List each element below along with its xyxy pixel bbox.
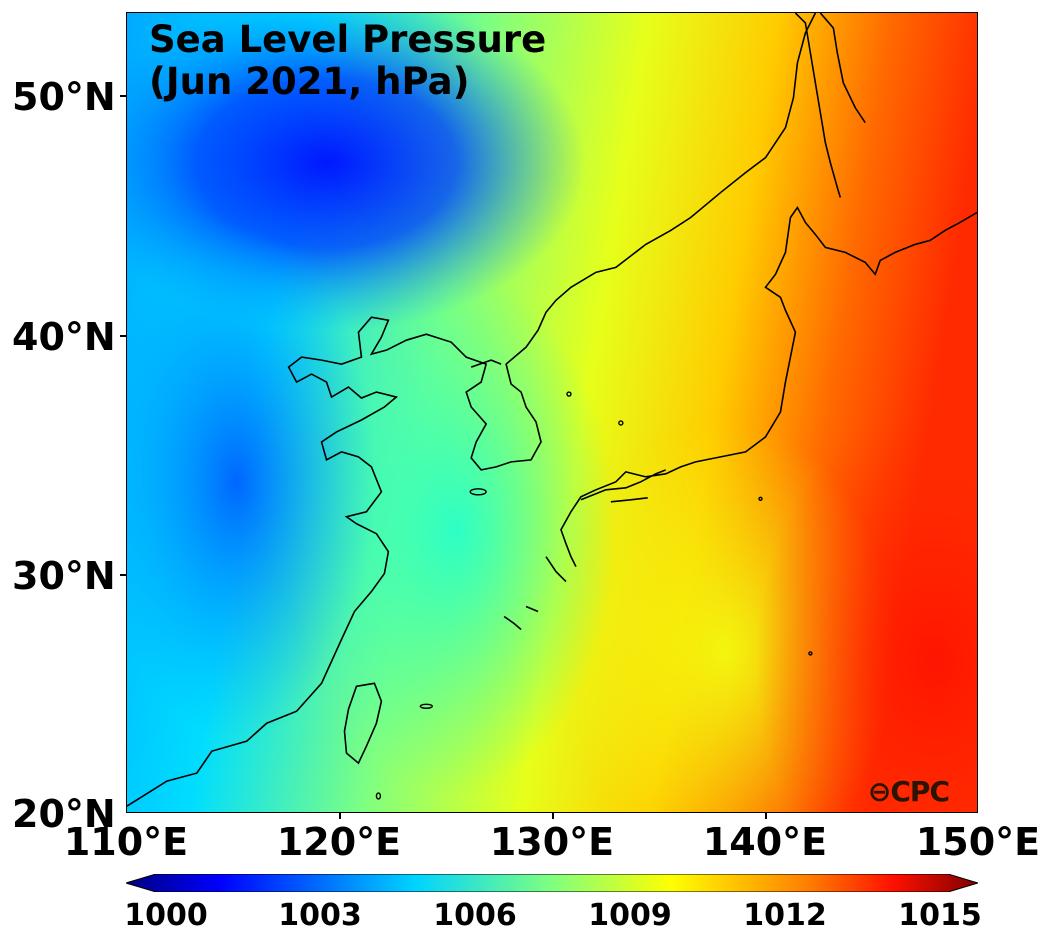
colorbar-label: 1003	[278, 898, 362, 933]
colorbar-label: 1006	[433, 898, 517, 933]
island-dots	[375, 391, 813, 800]
colorbar-label: 1009	[588, 898, 672, 933]
pressure-field	[127, 13, 977, 812]
cpc-logo-mark: ⊖	[867, 775, 891, 808]
map-title: Sea Level Pressure (Jun 2021, hPa)	[149, 18, 547, 103]
lon-tick-150: 150°E	[915, 820, 1041, 864]
lon-tick-130: 130°E	[489, 820, 615, 864]
lon-tick-140: 140°E	[702, 820, 828, 864]
coastline	[127, 13, 977, 807]
lon-tick-120: 120°E	[276, 820, 402, 864]
lon-tick-110: 110°E	[63, 820, 189, 864]
colorbar-label: 1000	[124, 898, 208, 933]
lat-tick-50: 50°N	[12, 75, 116, 119]
lat-tickmark	[120, 574, 126, 576]
lat-tickmark	[120, 335, 126, 337]
lat-tick-20: 20°N	[12, 792, 116, 836]
colorbar	[126, 874, 978, 892]
map-panel: Sea Level Pressure (Jun 2021, hPa) ⊖CPC	[126, 12, 978, 813]
lat-tick-30: 30°N	[12, 554, 116, 598]
lon-tickmark	[339, 813, 341, 819]
colorbar-label: 1015	[898, 898, 982, 933]
lon-tickmark	[765, 813, 767, 819]
lon-tickmark	[552, 813, 554, 819]
cpc-logo-text: CPC	[890, 775, 950, 808]
lat-tick-40: 40°N	[12, 315, 116, 359]
lat-tickmark	[120, 95, 126, 97]
colorbar-label: 1012	[743, 898, 827, 933]
cpc-logo: ⊖CPC	[867, 775, 950, 808]
